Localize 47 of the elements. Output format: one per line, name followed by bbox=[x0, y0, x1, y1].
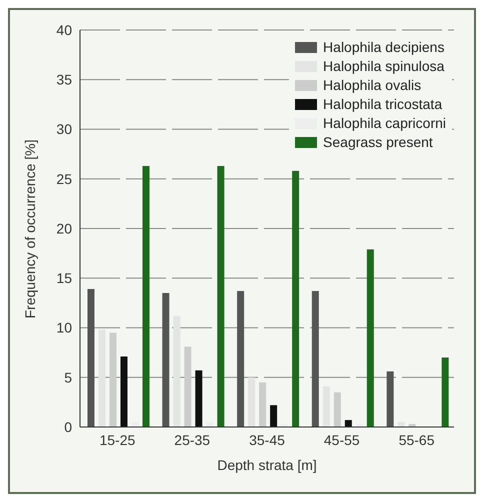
y-tick-label: 35 bbox=[56, 72, 72, 88]
y-tick-label: 15 bbox=[56, 270, 72, 286]
legend-label: Halophila tricostata bbox=[323, 95, 442, 114]
bar bbox=[322, 386, 330, 427]
bar bbox=[259, 382, 266, 427]
legend-label: Halophila decipiens bbox=[323, 38, 444, 57]
bar bbox=[344, 420, 352, 427]
y-tick-label: 10 bbox=[56, 320, 72, 336]
bar bbox=[173, 316, 180, 427]
y-axis-title: Frequency of occurrence [%] bbox=[22, 140, 38, 318]
bar bbox=[292, 170, 300, 427]
bar bbox=[270, 405, 278, 427]
x-tick-label: 35-45 bbox=[249, 432, 286, 448]
bar bbox=[442, 358, 449, 427]
legend-label: Halophila capricorni bbox=[323, 114, 446, 133]
legend-label: Halophila ovalis bbox=[323, 76, 422, 95]
y-tick-label: 25 bbox=[56, 170, 72, 187]
bar bbox=[184, 346, 192, 427]
bar bbox=[248, 377, 256, 427]
bar bbox=[120, 356, 128, 427]
x-tick-label: 45-55 bbox=[324, 432, 360, 448]
y-tick-label: 20 bbox=[56, 220, 72, 236]
y-tick-label: 5 bbox=[64, 369, 72, 386]
bar bbox=[131, 422, 138, 427]
y-tick-label: 40 bbox=[56, 22, 72, 38]
bar bbox=[98, 330, 106, 427]
bar bbox=[142, 166, 150, 427]
bar bbox=[398, 422, 405, 427]
bar bbox=[217, 166, 224, 427]
y-tick-label: 0 bbox=[64, 418, 72, 435]
x-tick-label: 15-25 bbox=[99, 432, 136, 448]
bar bbox=[386, 371, 394, 427]
legend-label: Halophila spinulosa bbox=[323, 57, 444, 76]
bar bbox=[206, 422, 214, 427]
y-tick-label: 30 bbox=[56, 121, 72, 138]
bar bbox=[195, 370, 202, 427]
bar bbox=[109, 332, 116, 427]
bar bbox=[312, 291, 319, 427]
x-tick-label: 25-35 bbox=[174, 432, 210, 448]
bar bbox=[237, 291, 244, 427]
bar bbox=[162, 293, 170, 427]
bar bbox=[366, 249, 374, 427]
legend-label: Seagrass present bbox=[323, 133, 433, 152]
x-tick-label: 55-65 bbox=[398, 432, 435, 448]
bar bbox=[87, 289, 94, 427]
bar bbox=[334, 392, 341, 427]
x-axis-title: Depth strata [m] bbox=[217, 457, 317, 473]
